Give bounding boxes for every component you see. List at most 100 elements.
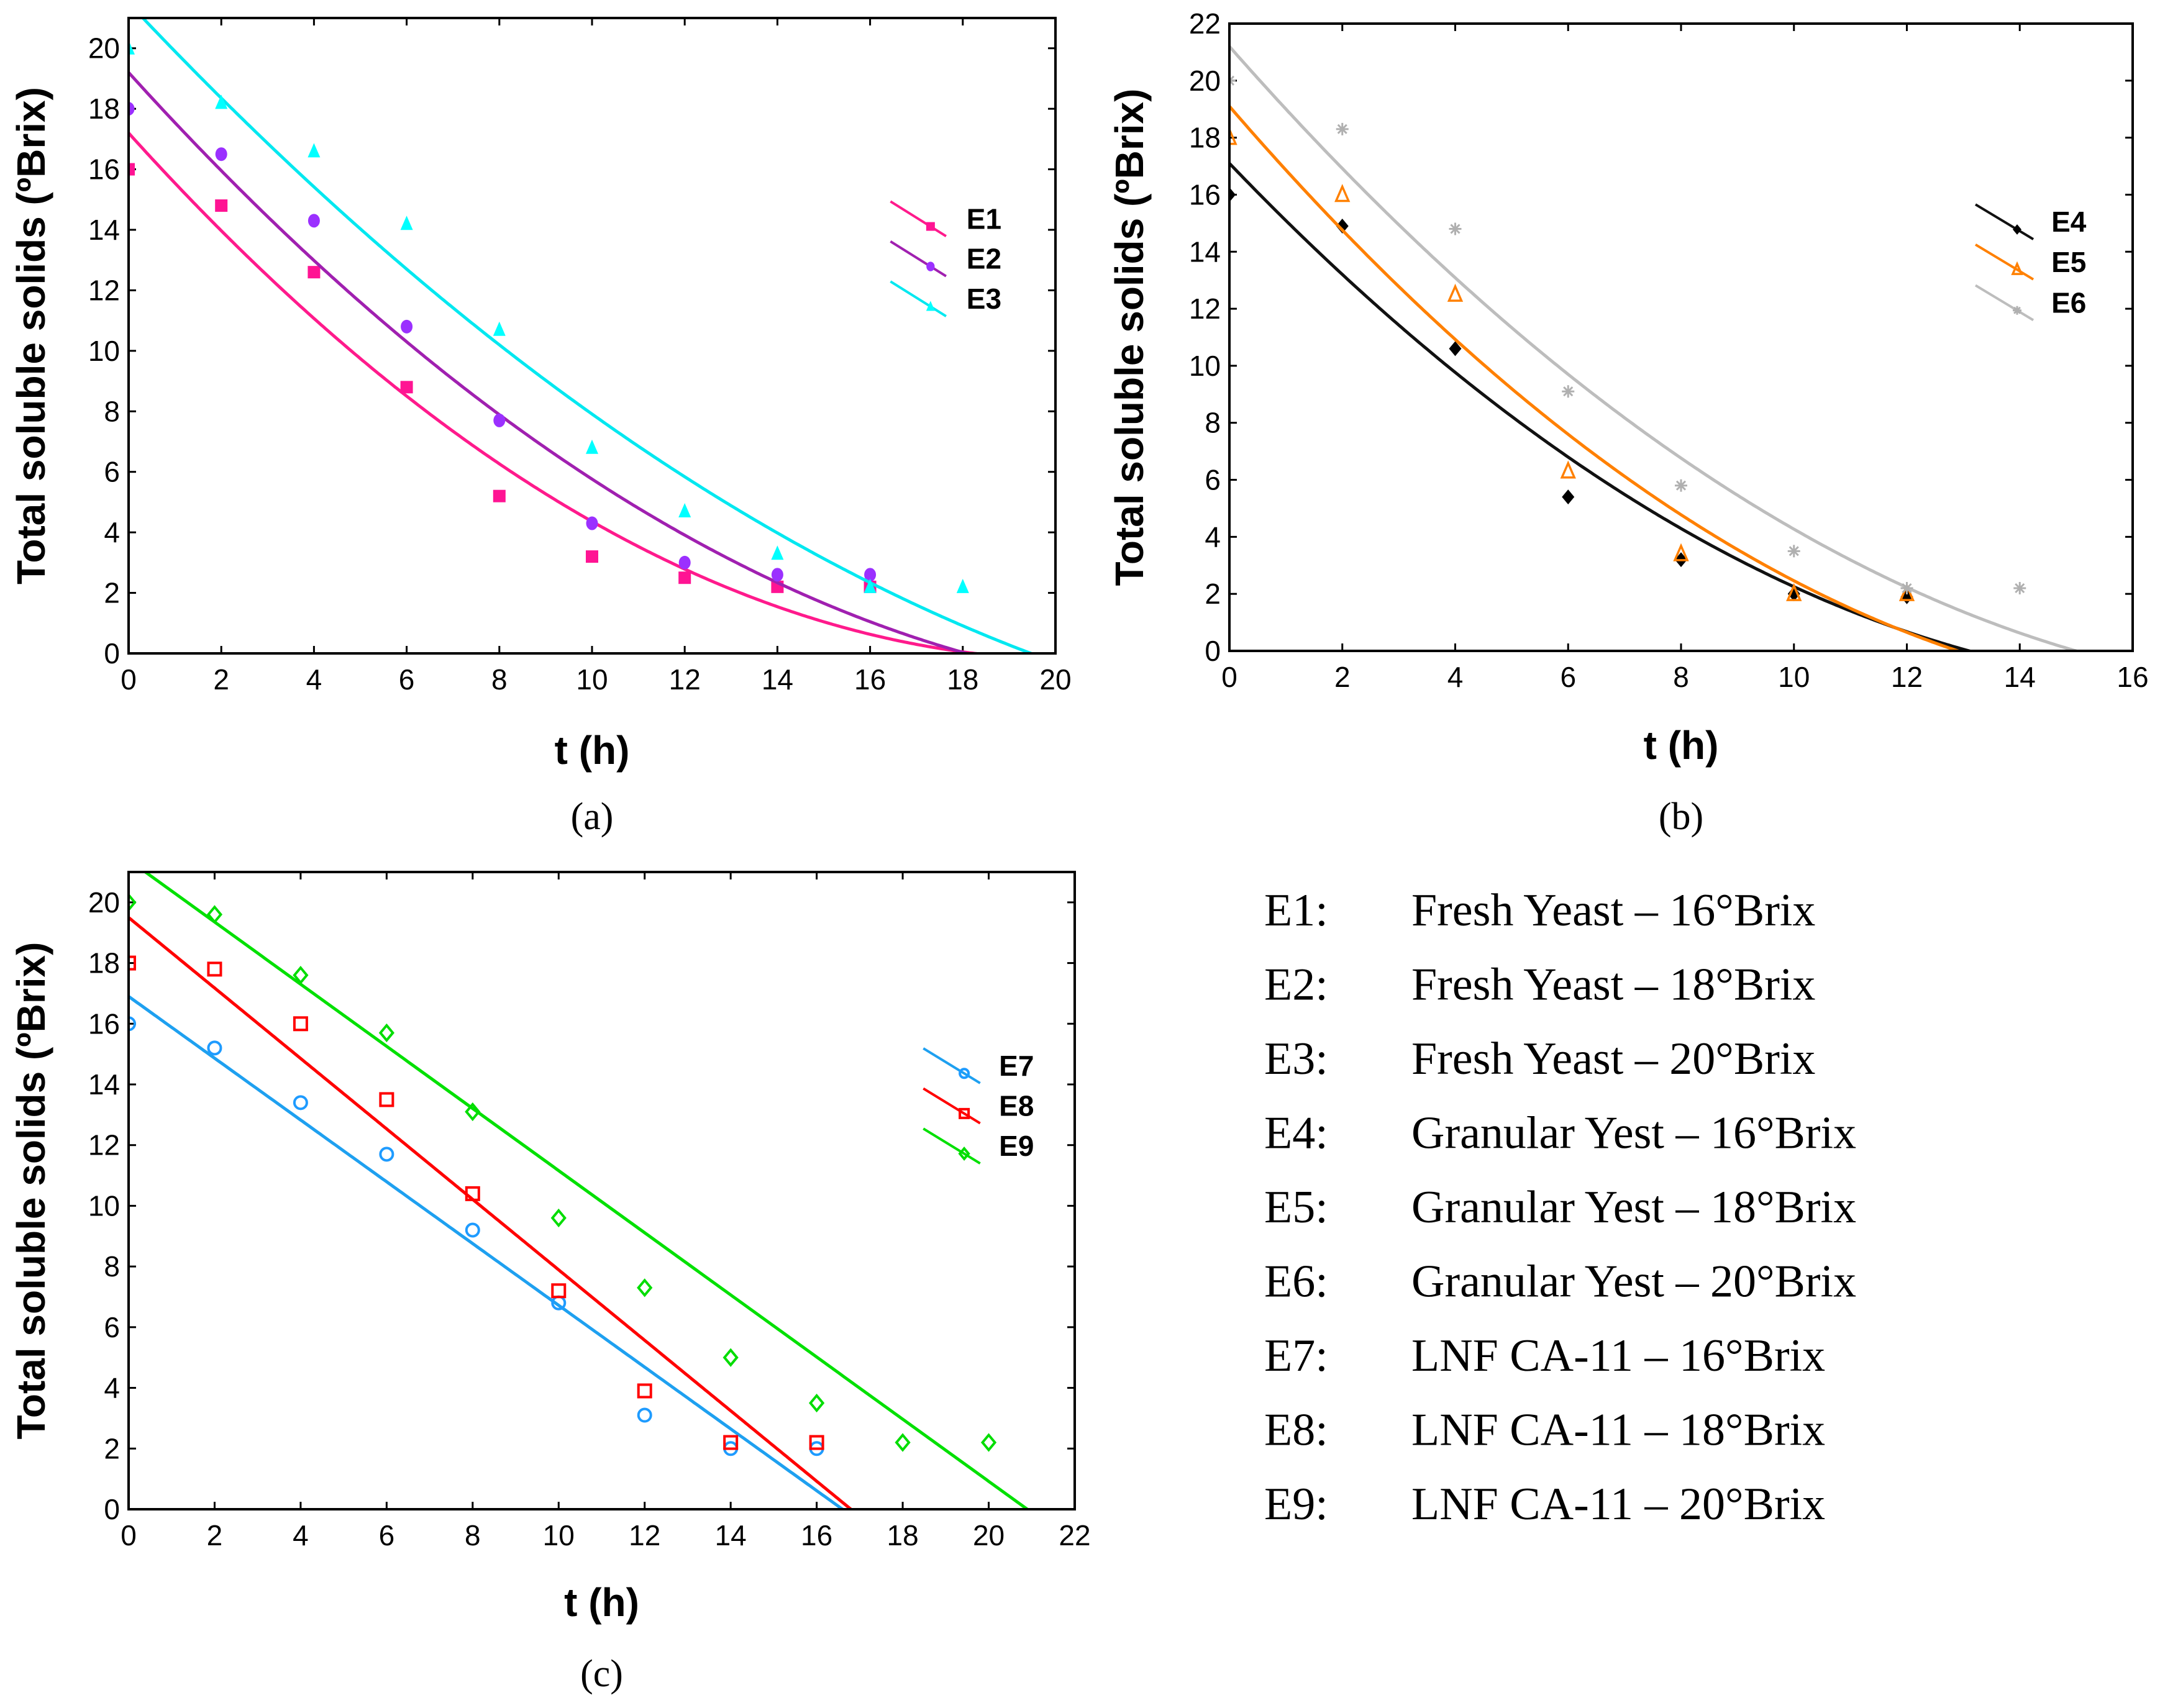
x-tick-label: 16: [854, 663, 886, 696]
experiment-key: E1: Fresh Yeast – 16°Brix E2: Fresh Yeast –…: [1264, 885, 1856, 1530]
y-tick-label: 12: [88, 274, 120, 306]
legend-label: E3: [967, 283, 1001, 315]
data-point: [1900, 582, 1913, 594]
asterisk-stroke: [2015, 583, 2025, 594]
key-description: Fresh Yeast – 18°Brix: [1411, 960, 1815, 1011]
x-axis-title: t (h): [564, 1580, 639, 1625]
data-point: [895, 1433, 911, 1452]
asterisk-stroke: [1675, 480, 1687, 491]
data-point: [493, 413, 506, 427]
data-point: [379, 1147, 394, 1162]
data-point: [1560, 460, 1576, 479]
x-tick-label: 22: [1059, 1519, 1090, 1551]
key-row: E6: Granular Yest – 20°Brix: [1264, 1256, 1856, 1307]
legend-line: [1974, 243, 2035, 281]
y-tick-label: 20: [88, 32, 120, 65]
fit-line-e8: [129, 916, 852, 1509]
data-point: [1334, 184, 1351, 202]
x-tick-label: 20: [973, 1519, 1005, 1551]
series-e8: [129, 916, 852, 1509]
y-tick-label: 14: [88, 214, 120, 246]
legend-item-e8: E8: [923, 1087, 1034, 1125]
data-point: [809, 1435, 824, 1450]
series-e4: [1229, 162, 1972, 651]
y-tick-label: 14: [88, 1068, 120, 1101]
y-tick-label: 4: [1205, 520, 1221, 553]
y-tick-label: 10: [88, 1189, 120, 1222]
x-tick-label: 0: [1221, 661, 1237, 693]
x-tick-label: 6: [399, 663, 415, 696]
data-point: [678, 571, 691, 584]
key-code: E8:: [1264, 1405, 1328, 1456]
data-point: [400, 381, 413, 394]
y-tick-label: 16: [88, 153, 120, 186]
x-tick-label: 10: [543, 1519, 575, 1551]
y-tick-label: 4: [104, 516, 120, 548]
x-tick-label: 14: [762, 663, 793, 696]
legend-line: [890, 280, 947, 317]
data-point: [293, 965, 309, 985]
y-tick-label: 0: [104, 1493, 120, 1525]
x-tick-label: 0: [121, 663, 137, 696]
data-point: [1898, 583, 1915, 601]
legend-line: [923, 1087, 981, 1125]
data-point: [678, 555, 691, 570]
y-tick-label: 0: [104, 637, 120, 670]
x-tick-label: 8: [491, 663, 508, 696]
data-point: [493, 489, 506, 502]
key-description: Granular Yest – 16°Brix: [1411, 1108, 1856, 1159]
key-code: E6:: [1264, 1256, 1328, 1307]
y-tick-label: 6: [104, 456, 120, 488]
legend-label: E9: [999, 1130, 1034, 1162]
key-code: E9:: [1264, 1479, 1328, 1530]
x-tick-label: 6: [379, 1519, 395, 1551]
key-description: LNF CA-11 – 18°Brix: [1411, 1405, 1825, 1456]
legend-line: [890, 200, 947, 237]
data-point: [637, 1278, 653, 1297]
key-description: Fresh Yeast – 20°Brix: [1411, 1033, 1815, 1084]
data-point: [1449, 341, 1462, 357]
key-row: E8: LNF CA-11 – 18°Brix: [1264, 1405, 1825, 1456]
x-tick-label: 18: [887, 1519, 919, 1551]
asterisk-stroke: [1563, 386, 1574, 397]
data-point: [129, 163, 135, 176]
data-point: [926, 261, 935, 271]
x-tick-label: 0: [121, 1519, 137, 1551]
data-point: [400, 216, 413, 230]
plot-area: [1229, 45, 2080, 651]
data-point: [129, 955, 136, 971]
data-point: [378, 1023, 394, 1043]
legend-label: E5: [2051, 246, 2086, 278]
data-point: [207, 961, 222, 977]
series-e3: [129, 18, 1036, 653]
chart-panel-c: 0 2 4 6 8 10 12 14 16 18 20 22 0 2 4 6 8 10 12 14 16 18 20 t (h…: [9, 871, 1091, 1695]
y-tick-label: 8: [1205, 407, 1221, 439]
series-e2: [129, 71, 970, 653]
data-point: [215, 147, 227, 161]
data-point: [551, 1283, 567, 1299]
y-tick-label: 18: [88, 947, 120, 979]
legend-label: E1: [967, 202, 1001, 235]
y-tick-label: 16: [88, 1007, 120, 1040]
key-code: E7:: [1264, 1330, 1328, 1381]
key-row: E9: LNF CA-11 – 20°Brix: [1264, 1479, 1825, 1530]
data-point: [586, 516, 598, 530]
data-point: [1336, 218, 1349, 234]
data-point: [980, 1433, 997, 1452]
data-point: [723, 1435, 739, 1450]
legend-line: [923, 1127, 981, 1165]
data-point: [129, 893, 137, 912]
key-code: E4:: [1264, 1108, 1328, 1159]
legend-item-e1: E1: [890, 200, 1001, 237]
data-point: [678, 503, 691, 518]
legend-item-e5: E5: [1974, 243, 2086, 281]
data-point: [129, 102, 135, 116]
data-point: [771, 568, 783, 582]
y-tick-label: 20: [88, 886, 120, 919]
fit-line-e4: [1229, 162, 1972, 651]
data-point: [465, 1222, 480, 1238]
y-tick-label: 18: [1189, 122, 1221, 154]
key-description: Fresh Yeast – 16°Brix: [1411, 885, 1815, 936]
plot-frame: [127, 871, 1076, 1510]
